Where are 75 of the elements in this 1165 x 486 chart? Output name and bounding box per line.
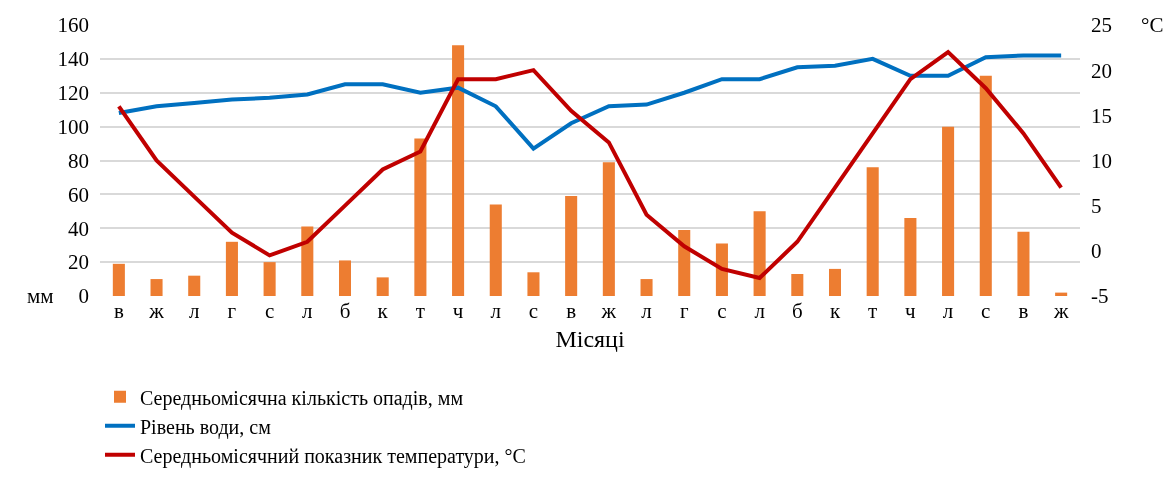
y2-axis-title: °C xyxy=(1141,13,1164,37)
x-tick-label: ч xyxy=(905,299,917,323)
bar xyxy=(602,162,615,296)
bar xyxy=(452,45,465,296)
x-tick-label: б xyxy=(791,299,803,323)
bar xyxy=(866,167,879,296)
bar xyxy=(942,126,955,296)
bar xyxy=(527,272,540,296)
x-tick-label: л xyxy=(754,299,765,323)
bar xyxy=(338,260,352,296)
x-axis-title: Місяці xyxy=(555,326,625,353)
x-tick-label: с xyxy=(981,299,991,323)
bar xyxy=(1017,231,1030,296)
bar xyxy=(414,138,427,296)
y-tick-label: 100 xyxy=(57,114,89,139)
y-tick-label: 0 xyxy=(78,284,89,309)
y-tick-label: 120 xyxy=(57,81,89,106)
bar xyxy=(904,218,917,296)
x-tick-label: л xyxy=(490,299,502,323)
bar xyxy=(112,263,125,296)
x-tick-label: с xyxy=(717,299,727,323)
x-tick-label: л xyxy=(188,299,200,323)
x-tick-label: к xyxy=(829,299,841,323)
bar xyxy=(640,279,653,296)
legend-label: Середньомісячна кількість опадів, мм xyxy=(140,386,464,410)
x-tick-label: ж xyxy=(600,299,617,323)
bar xyxy=(376,277,389,296)
y2-tick-label: 0 xyxy=(1091,239,1102,264)
bar xyxy=(301,226,314,296)
y2-tick-label: 25 xyxy=(1091,13,1112,38)
x-tick-label: г xyxy=(227,299,237,323)
bar xyxy=(979,75,992,296)
x-tick-label: в xyxy=(113,299,124,323)
x-tick-label: ж xyxy=(1052,299,1069,323)
x-tick-label: т xyxy=(868,299,878,323)
x-tick-label: ч xyxy=(452,299,464,323)
y-tick-label: 20 xyxy=(68,250,89,275)
y-axis-title: мм xyxy=(27,284,54,308)
x-tick-label: л xyxy=(302,299,313,323)
y-tick-label: 80 xyxy=(68,148,89,173)
x-tick-label: б xyxy=(339,299,351,323)
y2-tick-label: 15 xyxy=(1091,103,1112,128)
bar xyxy=(565,196,578,296)
bar xyxy=(150,279,163,296)
x-tick-label: л xyxy=(641,299,652,323)
x-tick-label: в xyxy=(1018,299,1029,323)
bar xyxy=(753,211,766,296)
y2-tick-label: 20 xyxy=(1091,58,1112,83)
bar xyxy=(188,275,201,296)
bar xyxy=(715,243,728,296)
bar xyxy=(828,268,842,296)
y-tick-label: 140 xyxy=(57,47,89,72)
x-tick-label: с xyxy=(528,299,539,323)
x-tick-label: с xyxy=(264,299,275,323)
bar xyxy=(489,204,502,296)
y-tick-label: 40 xyxy=(68,216,89,241)
y2-tick-label: 10 xyxy=(1091,148,1112,173)
legend-label: Середньомісячний показник температури, °C xyxy=(140,444,526,468)
legend-label: Рівень води, см xyxy=(140,415,272,439)
line-series xyxy=(116,50,1064,280)
bar xyxy=(225,241,238,296)
bar xyxy=(791,273,804,296)
x-tick-label: т xyxy=(415,299,425,323)
bar xyxy=(263,262,276,296)
y2-tick-label: 5 xyxy=(1091,194,1102,219)
y-tick-label: 60 xyxy=(68,182,89,207)
line-series xyxy=(116,53,1064,151)
x-tick-label: в xyxy=(566,299,577,323)
y2-tick-label: -5 xyxy=(1091,284,1109,309)
x-tick-label: л xyxy=(942,299,954,323)
y-tick-label: 160 xyxy=(57,13,89,38)
x-tick-label: к xyxy=(377,299,389,323)
x-tick-label: ж xyxy=(148,299,165,323)
x-tick-label: г xyxy=(679,299,689,323)
bar xyxy=(678,229,691,296)
